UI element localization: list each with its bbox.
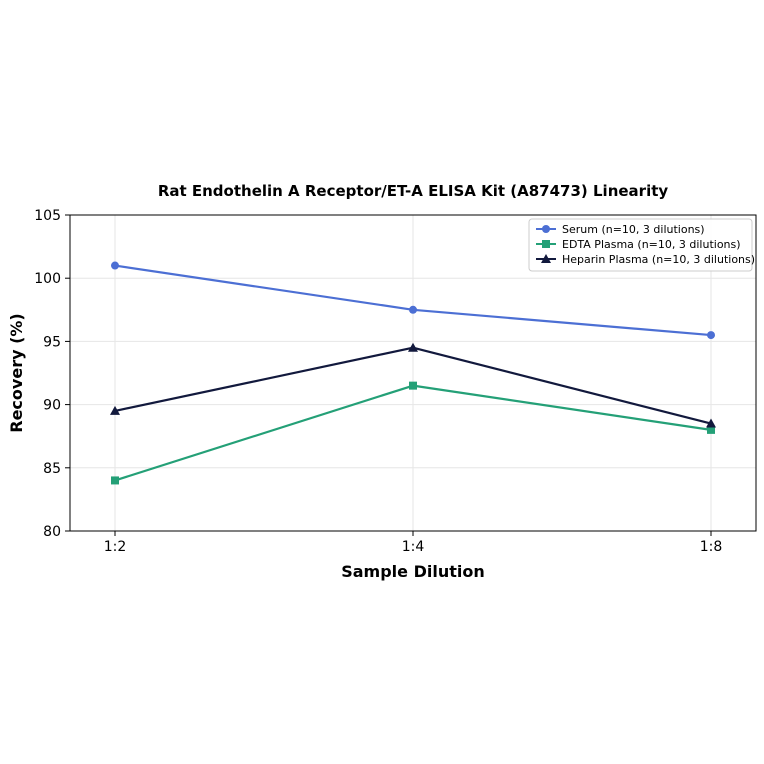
data-point — [707, 331, 715, 340]
data-point — [111, 476, 119, 485]
series-3 — [110, 342, 716, 428]
y-tick-label: 100 — [34, 271, 61, 287]
data-point — [408, 342, 418, 352]
legend-marker — [541, 254, 551, 263]
series-layer — [110, 261, 716, 485]
x-tick-label: 1:4 — [402, 539, 425, 555]
y-tick-label: 105 — [34, 208, 61, 224]
data-point — [110, 405, 120, 415]
y-tick-label: 90 — [43, 398, 61, 414]
data-point — [707, 425, 715, 434]
x-axis-label: Sample Dilution — [341, 562, 485, 581]
data-point — [409, 381, 417, 390]
legend-label: EDTA Plasma (n=10, 3 dilutions) — [562, 238, 741, 251]
y-axis-label: Recovery (%) — [7, 313, 26, 432]
legend-entry: Serum (n=10, 3 dilutions) — [536, 223, 705, 236]
legend: Serum (n=10, 3 dilutions) EDTA Plasma (n=… — [528, 218, 755, 272]
data-point — [111, 261, 119, 270]
series-2 — [111, 381, 715, 485]
x-tick-label: 1:8 — [700, 539, 723, 555]
legend-label: Heparin Plasma (n=10, 3 dilutions) — [562, 253, 755, 266]
data-point — [409, 305, 417, 314]
series-1 — [111, 261, 715, 340]
y-tick-label: 80 — [43, 524, 61, 540]
legend-label: Serum (n=10, 3 dilutions) — [562, 223, 705, 236]
x-tick-label: 1:2 — [104, 539, 127, 555]
chart-title: Rat Endothelin A Receptor/ET-A ELISA Kit… — [158, 182, 669, 200]
legend-entry: EDTA Plasma (n=10, 3 dilutions) — [536, 238, 741, 251]
legend-marker — [542, 225, 550, 233]
y-tick-label: 95 — [43, 334, 61, 350]
ticks: 80 85 90 95 100 105 1:2 1:4 1:8 — [34, 208, 722, 555]
data-point — [706, 418, 716, 428]
y-tick-label: 85 — [43, 461, 61, 477]
legend-entry: Heparin Plasma (n=10, 3 dilutions) — [536, 253, 755, 266]
legend-box — [528, 218, 753, 272]
legend-marker — [542, 240, 550, 248]
